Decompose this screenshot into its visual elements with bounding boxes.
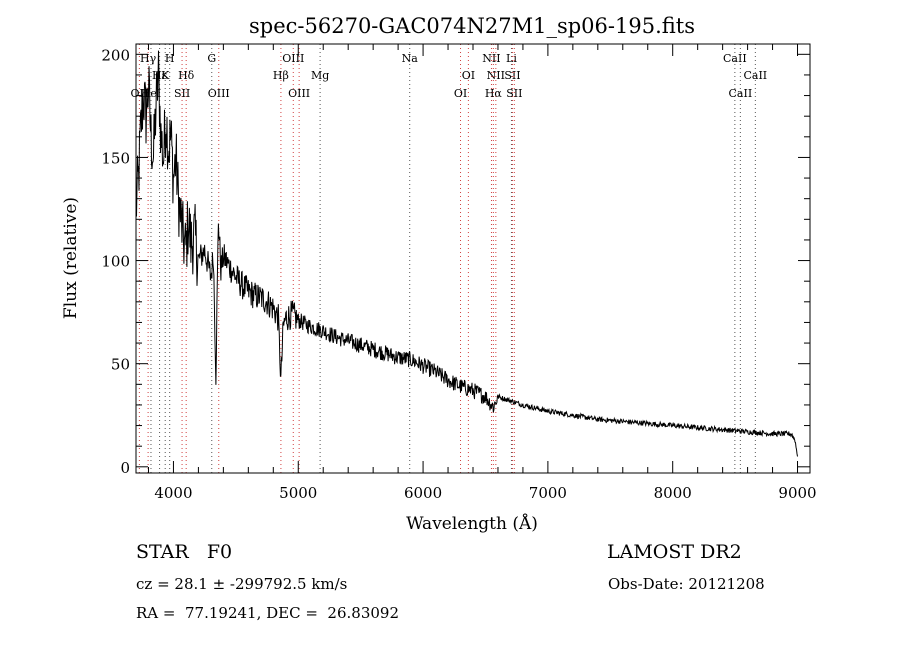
spectral-line-label: Hγ [140, 52, 157, 65]
obs-date: Obs-Date: 20121208 [608, 575, 765, 593]
spectral-line-label: Hα [485, 87, 503, 100]
spectral-line-label: Na [402, 52, 419, 65]
spectral-line-label: OI [462, 69, 475, 82]
x-tick-label: 8000 [654, 484, 692, 502]
spectral-line-label: OI [454, 87, 467, 100]
x-axis-ticks: 4000 5000 6000 7000 8000 9000 [147, 44, 817, 502]
spectral-line-label: OIII [208, 87, 230, 100]
spectral-line-label: SII [174, 87, 190, 100]
spectral-line-label: Hβ [273, 69, 289, 82]
spectral-line-label: OIII [282, 52, 304, 65]
spectral-line-label: SII [506, 87, 522, 100]
spectral-line-label: CaII [723, 52, 747, 65]
y-axis-ticks: 0 50 100 150 200 [101, 46, 810, 477]
x-tick-label: 5000 [279, 484, 317, 502]
x-axis-label: Wavelength (Å) [406, 513, 538, 534]
spectral-line-label: Hε [152, 69, 168, 82]
spectral-line-label: SII [504, 69, 520, 82]
y-tick-label: 200 [101, 46, 130, 64]
x-tick-label: 6000 [404, 484, 442, 502]
plot-frame [135, 43, 811, 474]
spectral-line-label: Hδ [178, 69, 195, 82]
spectral-line-label: K [161, 69, 170, 82]
spectral-line-label: NII [487, 69, 505, 82]
object-subclass: F0 [206, 541, 233, 563]
redshift-readout: cz = 28.1 ± -299792.5 km/s [136, 575, 348, 593]
survey-label: LAMOST DR2 [607, 541, 742, 563]
x-tick-label: 7000 [529, 484, 567, 502]
y-tick-label: 100 [101, 253, 130, 271]
y-tick-label: 50 [111, 356, 130, 374]
y-tick-label: 150 [101, 149, 130, 167]
spectral-line-label: CaII [743, 69, 767, 82]
spectral-line-label: Mg [311, 69, 329, 82]
spectral-line-label: OIII [288, 87, 310, 100]
object-class: STAR F0 [136, 541, 232, 563]
y-axis-label: Flux (relative) [61, 197, 81, 319]
spectrum-series [135, 50, 798, 457]
spectral-line-label: G [207, 52, 216, 65]
spectral-line-label: CaII [729, 87, 753, 100]
object-type: STAR [136, 541, 189, 563]
spectrum-line [135, 50, 798, 457]
x-tick-label: 4000 [154, 484, 192, 502]
chart-title: spec-56270-GAC074N27M1_sp06-195.fits [249, 14, 695, 38]
spectral-line-label: Li [506, 52, 517, 65]
x-tick-label: 9000 [778, 484, 816, 502]
spectral-line-label: OII [131, 87, 149, 100]
spectral-line-label: H [165, 52, 175, 65]
coordinates: RA = 77.19241, DEC = 26.83092 [136, 604, 400, 622]
spectral-line-label: NII [482, 52, 500, 65]
y-tick-label: 0 [120, 459, 130, 477]
